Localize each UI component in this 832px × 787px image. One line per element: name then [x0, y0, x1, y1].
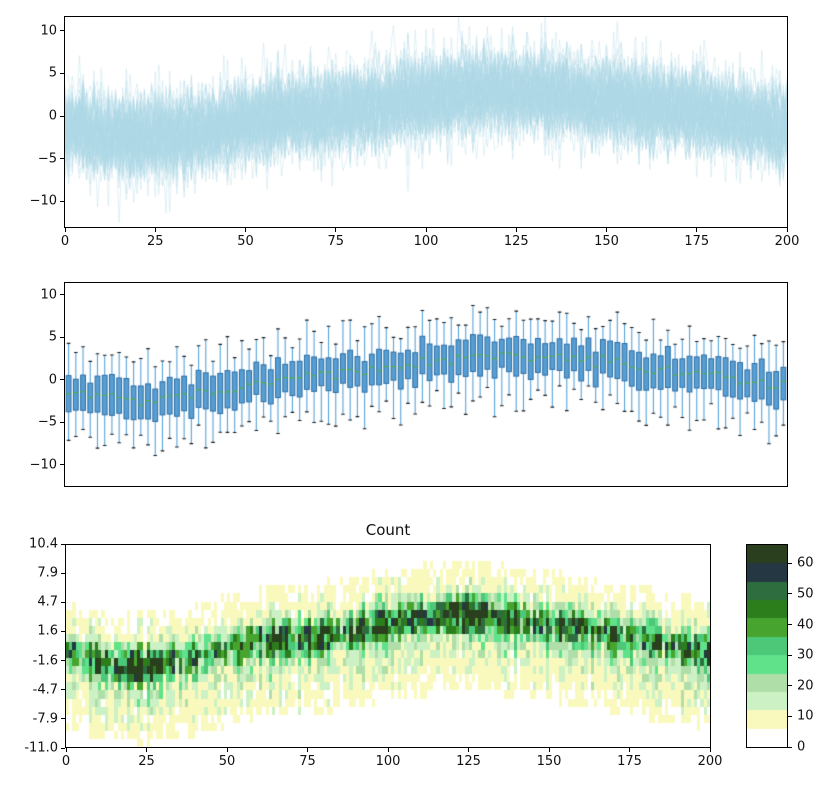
y-tick-mark — [60, 30, 64, 32]
boxplot-canvas — [65, 283, 787, 486]
y-tick-label: −10 — [29, 193, 57, 209]
y-tick-label: 1.6 — [37, 623, 58, 639]
x-tick-label: 150 — [594, 234, 619, 249]
y-tick-mark — [60, 379, 64, 381]
y-tick-mark — [61, 689, 65, 691]
x-tick-label: 175 — [684, 234, 710, 249]
x-tick-label: 175 — [617, 754, 642, 769]
colorbar-tick-label: 40 — [797, 617, 814, 633]
colorbar-tick-label: 60 — [797, 555, 814, 571]
heatmap-canvas — [66, 545, 710, 747]
x-tick-mark — [786, 228, 788, 232]
x-tick-label: 200 — [774, 234, 800, 249]
y-tick-mark — [60, 158, 64, 160]
x-tick-label: 0 — [60, 234, 70, 249]
y-tick-mark — [60, 200, 64, 202]
y-tick-mark — [61, 543, 65, 545]
y-tick-mark — [60, 115, 64, 117]
y-tick-label: 5 — [48, 329, 57, 345]
x-tick-mark — [65, 748, 67, 752]
x-tick-mark — [709, 748, 711, 752]
colorbar-tick-label: 0 — [797, 739, 806, 755]
colorbar-canvas — [747, 545, 787, 747]
x-tick-mark — [629, 748, 630, 752]
y-tick-mark — [61, 747, 65, 749]
colorbar-tick-mark — [788, 715, 792, 717]
y-tick-label: 10 — [40, 287, 57, 303]
x-tick-label: 0 — [61, 754, 71, 769]
x-tick-label: 50 — [237, 234, 254, 249]
y-tick-label: -7.9 — [32, 711, 58, 727]
y-tick-label: -4.7 — [32, 682, 58, 698]
colorbar-tick-label: 30 — [797, 647, 814, 663]
y-tick-label: 10.4 — [29, 536, 58, 552]
ensemble-traces-canvas — [65, 17, 787, 227]
y-tick-mark — [60, 336, 64, 338]
x-tick-label: 100 — [375, 754, 401, 769]
y-tick-label: -11.0 — [24, 740, 58, 756]
y-tick-label: 10 — [40, 23, 57, 39]
x-tick-mark — [335, 228, 337, 232]
x-tick-mark — [387, 748, 389, 752]
x-tick-mark — [425, 228, 427, 232]
x-tick-mark — [515, 228, 517, 232]
x-tick-label: 25 — [146, 234, 164, 249]
colorbar — [746, 544, 788, 748]
colorbar-tick-mark — [788, 654, 792, 656]
ensemble-traces-axes — [64, 16, 788, 228]
colorbar-tick-mark — [788, 685, 792, 687]
x-tick-label: 150 — [536, 754, 562, 769]
y-tick-mark — [60, 464, 64, 466]
x-tick-mark — [245, 228, 246, 232]
x-tick-label: 100 — [413, 234, 439, 249]
y-tick-label: −5 — [37, 414, 57, 430]
y-tick-label: 0 — [48, 108, 57, 124]
y-tick-label: 7.9 — [37, 565, 58, 581]
y-tick-mark — [61, 660, 65, 662]
colorbar-tick-label: 10 — [797, 708, 814, 724]
y-tick-label: -1.6 — [32, 653, 58, 669]
y-tick-label: 4.7 — [37, 594, 58, 610]
x-tick-mark — [307, 748, 308, 752]
colorbar-tick-mark — [788, 746, 792, 748]
x-tick-mark — [468, 748, 469, 752]
x-tick-mark — [154, 228, 156, 232]
colorbar-tick-label: 20 — [797, 678, 814, 694]
y-tick-mark — [60, 421, 64, 423]
x-tick-label: 125 — [503, 234, 529, 249]
x-tick-mark — [548, 748, 550, 752]
y-tick-mark — [61, 630, 65, 632]
y-tick-mark — [61, 572, 65, 574]
x-tick-mark — [226, 748, 228, 752]
colorbar-tick-mark — [788, 593, 792, 595]
y-tick-label: −10 — [29, 457, 57, 473]
x-tick-label: 25 — [138, 754, 155, 769]
y-tick-mark — [61, 718, 65, 720]
x-tick-mark — [606, 228, 607, 232]
x-tick-mark — [696, 228, 698, 232]
y-tick-label: 5 — [48, 65, 57, 81]
x-tick-label: 200 — [697, 754, 723, 769]
x-tick-mark — [146, 748, 147, 752]
x-tick-mark — [64, 228, 66, 232]
y-tick-mark — [61, 601, 65, 603]
heatmap-title: Count — [365, 521, 411, 539]
y-tick-label: 0 — [48, 372, 57, 388]
y-tick-mark — [60, 72, 64, 74]
x-tick-label: 125 — [456, 754, 481, 769]
y-tick-label: −5 — [37, 151, 57, 167]
x-tick-label: 75 — [299, 754, 316, 769]
heatmap-axes — [65, 544, 711, 748]
colorbar-tick-mark — [788, 624, 792, 626]
colorbar-tick-mark — [788, 562, 792, 564]
colorbar-tick-label: 50 — [797, 586, 814, 602]
boxplot-axes — [64, 282, 788, 487]
y-tick-mark — [60, 294, 64, 296]
x-tick-label: 50 — [218, 754, 236, 769]
x-tick-label: 75 — [327, 234, 345, 249]
